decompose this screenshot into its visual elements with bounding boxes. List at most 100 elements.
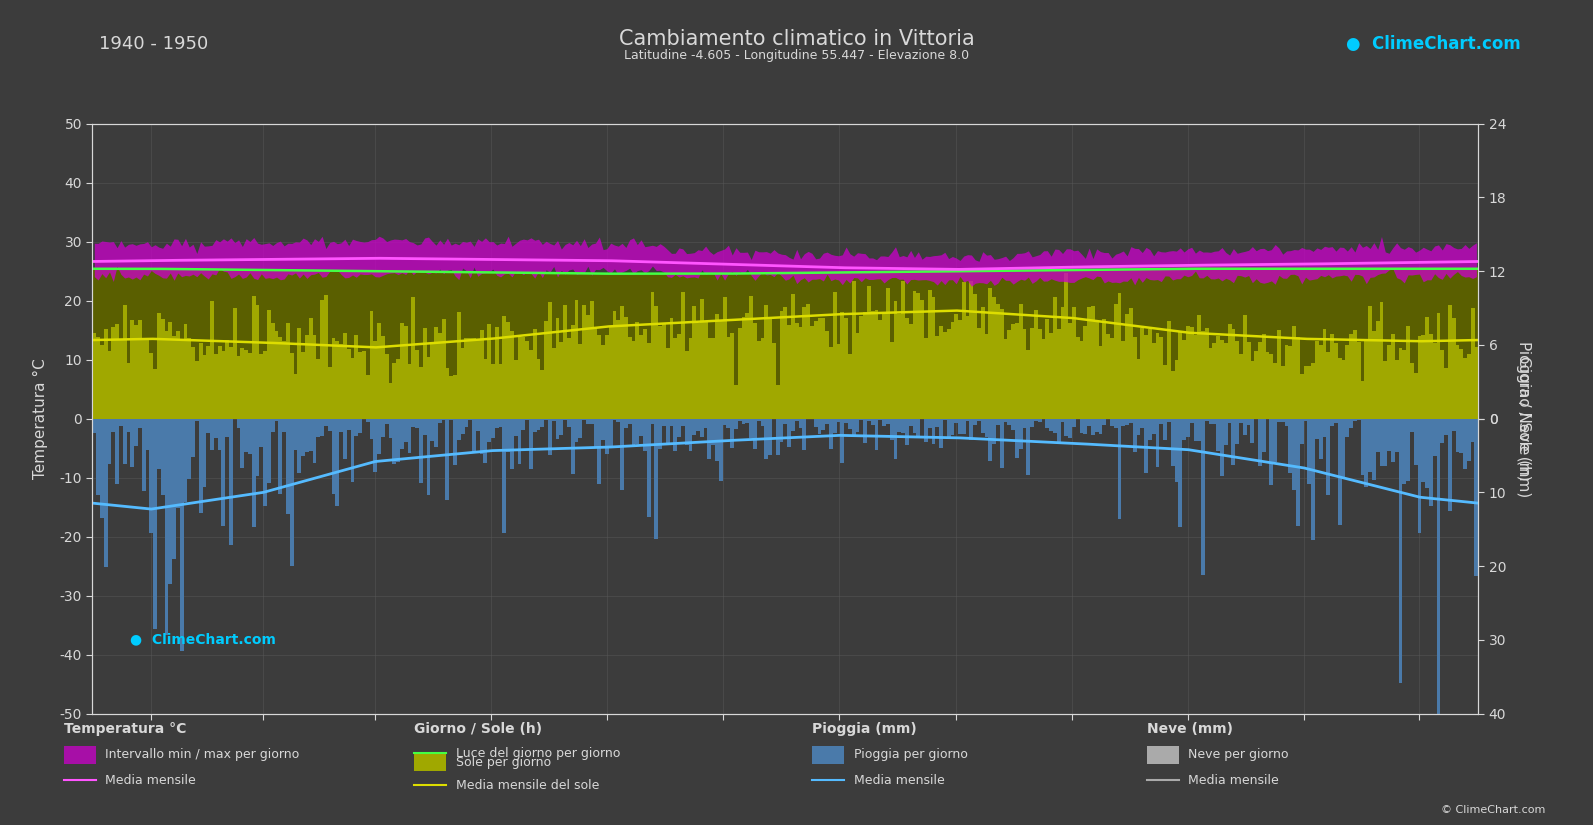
Bar [712, 337, 715, 419]
Bar [422, 419, 427, 435]
Text: ●  ClimeChart.com: ● ClimeChart.com [131, 632, 276, 646]
Bar [309, 318, 312, 419]
Bar [1376, 321, 1380, 419]
Bar [738, 419, 742, 421]
Bar [1426, 269, 1429, 419]
Bar [422, 328, 427, 419]
Bar [1144, 335, 1149, 419]
Bar [890, 272, 894, 419]
Bar [1341, 361, 1346, 419]
Bar [575, 419, 578, 442]
Bar [932, 297, 935, 419]
Bar [499, 272, 502, 419]
Bar [726, 419, 730, 428]
Bar [312, 335, 317, 419]
Bar [304, 335, 309, 419]
Bar [1239, 419, 1243, 422]
Bar [188, 338, 191, 419]
Text: Media mensile: Media mensile [854, 774, 945, 787]
Bar [1346, 419, 1349, 437]
Bar [1413, 269, 1418, 419]
Bar [962, 271, 965, 419]
Bar [1308, 269, 1311, 419]
Bar [1193, 335, 1198, 419]
Bar [817, 272, 822, 419]
Bar [1470, 308, 1475, 419]
Bar [1407, 269, 1410, 419]
Bar [1190, 419, 1193, 423]
Bar [776, 384, 779, 419]
Bar [795, 323, 798, 419]
Bar [529, 419, 534, 469]
Bar [123, 305, 126, 419]
Bar [1380, 302, 1383, 419]
Bar [282, 341, 287, 419]
Bar [567, 419, 570, 427]
Bar [381, 271, 386, 419]
Bar [1091, 306, 1094, 419]
Bar [255, 304, 260, 419]
Bar [191, 419, 194, 458]
Bar [685, 419, 688, 445]
Bar [897, 314, 902, 419]
Bar [605, 274, 609, 419]
Bar [1451, 269, 1456, 419]
Bar [1080, 270, 1083, 419]
Bar [806, 272, 811, 419]
Bar [373, 419, 378, 472]
Bar [427, 271, 430, 419]
Bar [510, 272, 515, 419]
Bar [476, 419, 479, 431]
Bar [1069, 323, 1072, 419]
Bar [205, 269, 210, 419]
Bar [435, 328, 438, 419]
Bar [1171, 269, 1174, 419]
Bar [1303, 366, 1308, 419]
Bar [392, 419, 397, 464]
Bar [1426, 419, 1429, 488]
Bar [1223, 342, 1228, 419]
Bar [677, 419, 680, 437]
Bar [1015, 270, 1020, 419]
Bar [1110, 419, 1114, 426]
Bar [1144, 419, 1149, 473]
Bar [115, 269, 119, 419]
Bar [871, 272, 875, 419]
Bar [1053, 270, 1056, 419]
Bar [859, 419, 863, 420]
Bar [1217, 269, 1220, 419]
Bar [199, 269, 202, 419]
Bar [655, 274, 658, 419]
Bar [293, 374, 298, 419]
Bar [1410, 419, 1413, 432]
Bar [441, 419, 446, 420]
Bar [1004, 419, 1007, 422]
Bar [145, 419, 150, 450]
Bar [674, 337, 677, 419]
Bar [822, 318, 825, 419]
Bar [1141, 269, 1144, 419]
Bar [932, 419, 935, 444]
Bar [954, 271, 957, 419]
Bar [1000, 309, 1004, 419]
Bar [605, 335, 609, 419]
Bar [1163, 269, 1168, 419]
Bar [491, 364, 495, 419]
Bar [441, 272, 446, 419]
Bar [943, 271, 946, 419]
Bar [548, 302, 551, 419]
Bar [153, 269, 158, 419]
Bar [616, 320, 620, 419]
Bar [841, 272, 844, 419]
Bar [282, 419, 287, 431]
Bar [1352, 419, 1357, 422]
Bar [841, 419, 844, 463]
Bar [1297, 419, 1300, 526]
Bar [1360, 381, 1365, 419]
Bar [1467, 269, 1470, 419]
Bar [581, 419, 586, 420]
Bar [153, 419, 158, 629]
Bar [567, 274, 570, 419]
Bar [252, 296, 256, 419]
Bar [472, 419, 476, 452]
